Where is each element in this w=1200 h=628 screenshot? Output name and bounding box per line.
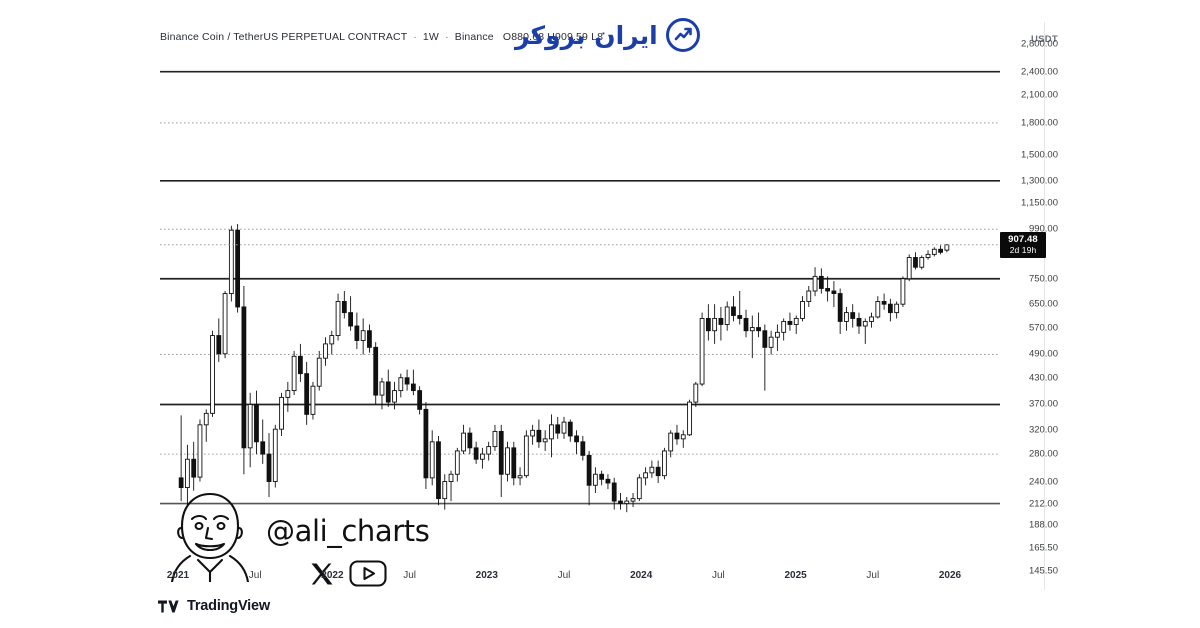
price-tick-16: 240.00 bbox=[1028, 476, 1058, 487]
price-tick-3: 1,800.00 bbox=[1021, 117, 1058, 129]
price-tick-1: 2,400.00 bbox=[1021, 66, 1058, 78]
iran-broker-logo: ایران بروکر bbox=[515, 16, 700, 54]
legend-symbol[interactable]: Binance Coin / TetherUS PERPETUAL CONTRA… bbox=[160, 31, 408, 43]
legend-separator-1: · bbox=[413, 31, 417, 43]
current-price-badge[interactable]: 907.48 2d 19h bbox=[1000, 231, 1046, 258]
chart-canvas[interactable] bbox=[150, 22, 1050, 590]
price-tick-7: 990.00 bbox=[1028, 223, 1058, 235]
candlestick-svg bbox=[160, 70, 1000, 513]
time-tick-3: Jul bbox=[403, 570, 416, 581]
cropped-top-text bbox=[250, 8, 510, 22]
time-tick-1: Jul bbox=[248, 570, 262, 581]
price-tick-11: 490.00 bbox=[1028, 348, 1058, 360]
price-tick-19: 165.50 bbox=[1028, 542, 1058, 554]
price-tick-18: 188.00 bbox=[1028, 519, 1058, 531]
price-tick-20: 145.50 bbox=[1028, 565, 1058, 577]
price-tick-5: 1,300.00 bbox=[1021, 175, 1058, 187]
tradingview-footer[interactable]: TradingView bbox=[158, 598, 270, 614]
channel-watermark: @ali_charts bbox=[168, 486, 430, 587]
legend-ohlc-values: O880.68 H909.59 L8 bbox=[502, 31, 604, 43]
tradingview-name: TradingView bbox=[187, 598, 270, 614]
watermark-handle: @ali_charts bbox=[266, 514, 430, 548]
price-tick-2: 2,100.00 bbox=[1021, 89, 1058, 101]
bar-countdown: 2d 19h bbox=[1009, 244, 1037, 255]
time-tick-0: 2021 bbox=[166, 570, 190, 581]
price-axis-divider bbox=[1044, 22, 1045, 590]
time-tick-9: Jul bbox=[866, 570, 880, 581]
time-tick-10: 2026 bbox=[938, 570, 962, 581]
price-tick-15: 280.00 bbox=[1028, 448, 1058, 460]
price-tick-9: 650.00 bbox=[1028, 298, 1058, 310]
chart-growth-icon bbox=[665, 18, 700, 52]
legend-interval[interactable]: 1W bbox=[422, 31, 439, 43]
price-tick-8: 750.00 bbox=[1028, 273, 1058, 285]
current-price-value: 907.48 bbox=[1008, 233, 1038, 245]
youtube-icon[interactable] bbox=[349, 560, 387, 587]
price-axis-unit: USDT bbox=[1030, 34, 1058, 45]
legend-exchange[interactable]: Binance bbox=[454, 31, 494, 43]
time-tick-7: Jul bbox=[711, 570, 725, 581]
time-tick-5: Jul bbox=[557, 570, 571, 581]
avatar-line-art bbox=[168, 486, 252, 587]
time-axis[interactable]: 2021 Jul 2022 Jul 2023 Jul 2024 Jul 2025 Jul 2026 bbox=[150, 568, 1050, 588]
x-twitter-icon[interactable] bbox=[309, 561, 335, 587]
brand-wordmark: ایران بروکر bbox=[515, 20, 658, 50]
price-tick-13: 370.00 bbox=[1028, 398, 1058, 410]
price-tick-14: 320.00 bbox=[1028, 424, 1058, 436]
price-tick-17: 212.00 bbox=[1028, 498, 1058, 510]
chart-legend[interactable]: Binance Coin / TetherUS PERPETUAL CONTRA… bbox=[160, 31, 603, 45]
time-tick-4: 2023 bbox=[475, 570, 498, 581]
time-tick-2: 2022 bbox=[321, 570, 344, 581]
legend-separator-2: · bbox=[445, 31, 449, 43]
price-tick-0: 2,800.00 bbox=[1021, 38, 1058, 50]
price-axis[interactable]: USDT 907.48 2d 19h 2,800.00 2,400.00 2,100… bbox=[1000, 22, 1070, 590]
price-tick-10: 570.00 bbox=[1028, 322, 1058, 334]
time-tick-6: 2024 bbox=[630, 570, 653, 581]
price-tick-4: 1,500.00 bbox=[1021, 149, 1058, 161]
tradingview-logo bbox=[158, 599, 180, 614]
price-tick-6: 1,150.00 bbox=[1021, 197, 1058, 209]
price-tick-12: 430.00 bbox=[1028, 372, 1058, 384]
chart-plot-area[interactable] bbox=[160, 32, 1000, 580]
time-tick-8: 2025 bbox=[784, 570, 807, 581]
candle-series bbox=[178, 223, 950, 513]
